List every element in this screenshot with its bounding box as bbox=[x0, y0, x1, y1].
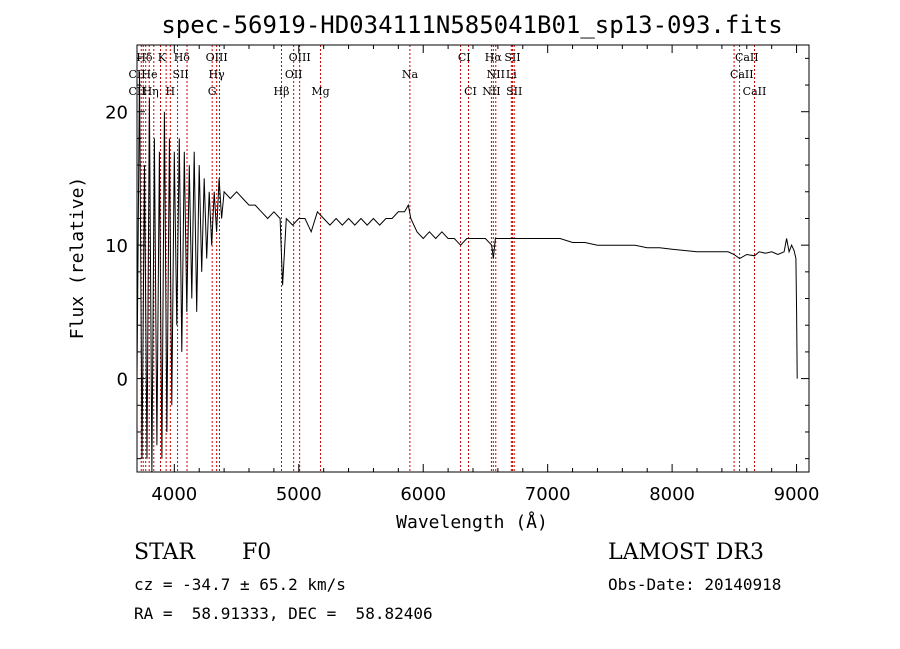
line-label: G bbox=[208, 85, 217, 98]
line-label: Hα bbox=[485, 51, 503, 64]
line-label: CI bbox=[464, 85, 477, 98]
line-label: Hγ bbox=[209, 68, 226, 81]
line-label: Li bbox=[506, 68, 517, 81]
object-class: STAR bbox=[134, 540, 195, 565]
y-tick-label: 20 bbox=[105, 103, 128, 124]
coords-text: RA = 58.91333, DEC = 58.82406 bbox=[134, 604, 433, 623]
x-tick-label: 7000 bbox=[525, 484, 571, 505]
x-axis-label: Wavelength (Å) bbox=[396, 511, 548, 533]
line-label: SII bbox=[172, 68, 188, 81]
line-label: SII bbox=[504, 51, 520, 64]
line-label: Hβ bbox=[274, 85, 290, 98]
survey-name: LAMOST DR3 bbox=[608, 540, 764, 565]
redshift-text: cz = -34.7 ± 65.2 km/s bbox=[134, 575, 346, 594]
plot-frame bbox=[136, 44, 810, 473]
line-label: CaII bbox=[730, 68, 754, 81]
line-label: CaII bbox=[735, 51, 759, 64]
obs-date-text: Obs-Date: 20140918 bbox=[608, 575, 782, 594]
line-label: NII bbox=[487, 68, 505, 81]
x-tick-label: 4000 bbox=[151, 484, 197, 505]
line-label: H bbox=[166, 85, 176, 98]
line-label: Hδ bbox=[136, 51, 153, 64]
line-label: OII bbox=[285, 68, 303, 81]
line-label: Hη bbox=[143, 85, 159, 98]
x-tick-label: 8000 bbox=[649, 484, 695, 505]
line-label: Hδ bbox=[174, 51, 191, 64]
line-label: CI bbox=[458, 51, 471, 64]
chart-title: spec-56919-HD034111N585041B01_sp13-093.f… bbox=[161, 11, 782, 39]
line-label: He bbox=[141, 68, 157, 81]
y-tick-label: 0 bbox=[117, 370, 128, 391]
line-label: Mg bbox=[311, 85, 329, 98]
series-line bbox=[136, 71, 798, 473]
line-label: K bbox=[158, 51, 167, 64]
object-subclass: F0 bbox=[242, 540, 272, 565]
line-label: CaII bbox=[743, 85, 767, 98]
line-label: NII bbox=[482, 85, 500, 98]
series-layer bbox=[136, 71, 798, 473]
axes: 4000 5000 6000 7000 8000 9000 0 10 20 bbox=[105, 45, 819, 505]
line-label: Na bbox=[402, 68, 419, 81]
x-tick-label: 6000 bbox=[400, 484, 446, 505]
x-tick-label: 9000 bbox=[774, 484, 820, 505]
line-label: OIII bbox=[206, 51, 228, 64]
y-axis-label: Flux (relative) bbox=[67, 177, 88, 340]
line-label: SII bbox=[506, 85, 522, 98]
y-tick-label: 10 bbox=[105, 236, 128, 257]
line-label: OIII bbox=[289, 51, 311, 64]
line-markers bbox=[140, 45, 755, 472]
x-tick-label: 5000 bbox=[276, 484, 322, 505]
